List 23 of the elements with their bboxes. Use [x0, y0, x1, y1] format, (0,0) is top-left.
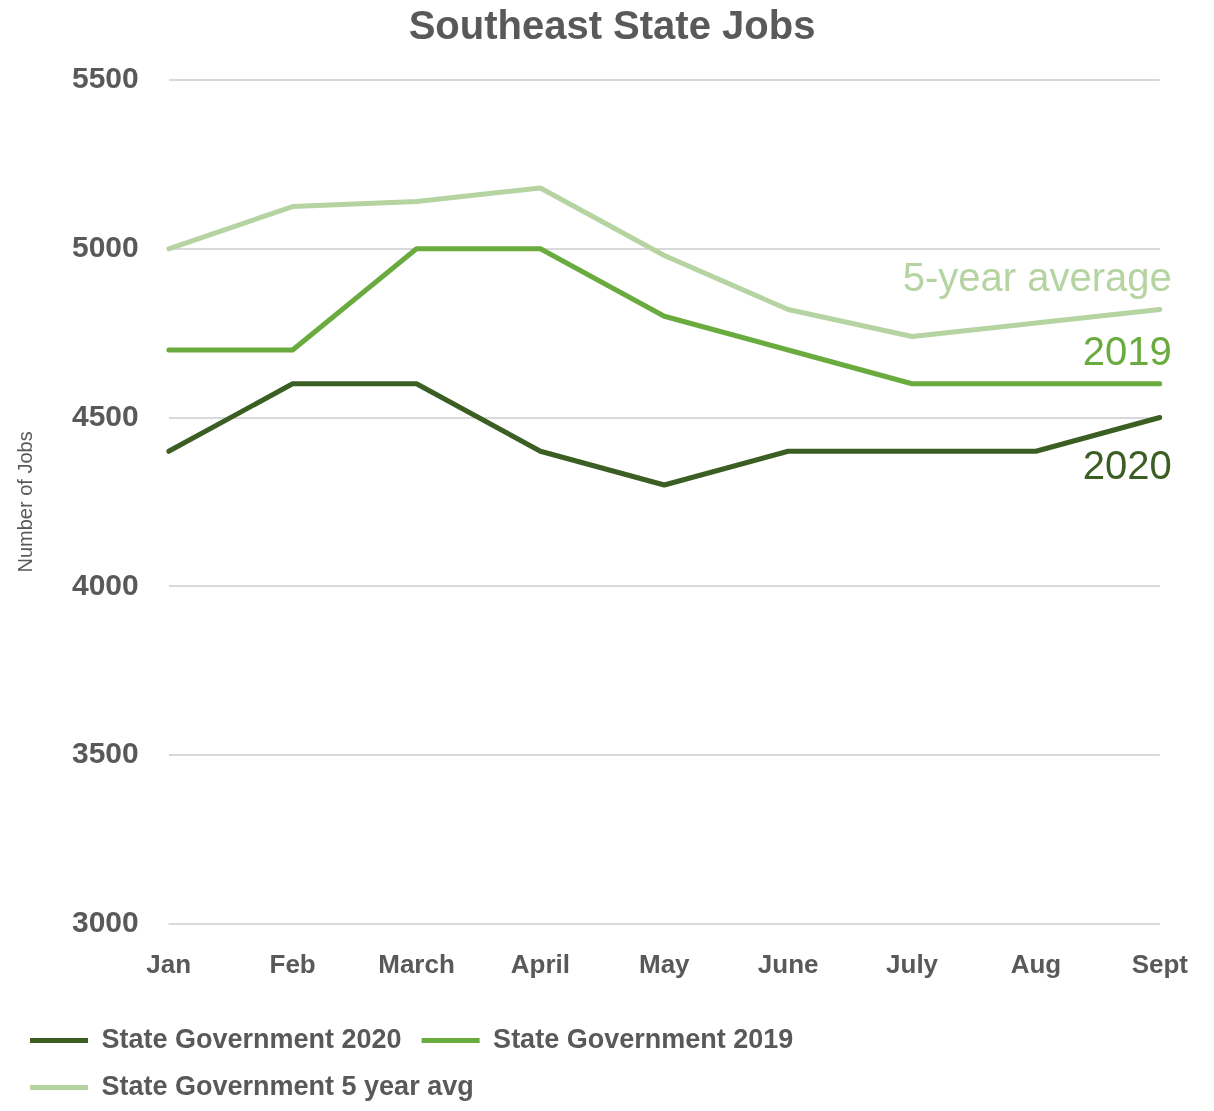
y-tick-label: 4500	[71, 398, 139, 432]
annotation: 2020	[1082, 442, 1172, 487]
x-tick-label: Feb	[269, 948, 316, 979]
annotation: 5-year average	[902, 254, 1172, 299]
chart-title: Southeast State Jobs	[408, 3, 816, 48]
y-tick-label: 5500	[71, 61, 139, 95]
x-tick-label: Jan	[146, 948, 192, 979]
x-tick-label: March	[378, 948, 455, 979]
x-tick-label: June	[757, 948, 819, 979]
y-tick-label: 3500	[71, 736, 139, 770]
y-tick-label: 3000	[71, 905, 139, 939]
x-tick-label: Aug	[1010, 948, 1062, 979]
legend-label: State Government 2020	[101, 1023, 402, 1054]
x-tick-label: May	[638, 948, 691, 979]
annotation: 2019	[1082, 328, 1172, 373]
legend-label: State Government 5 year avg	[101, 1070, 474, 1101]
y-tick-label: 4000	[71, 567, 139, 601]
x-tick-label: April	[510, 948, 571, 979]
x-tick-label: Sept	[1131, 948, 1189, 979]
x-tick-label: July	[886, 948, 939, 979]
legend-label: State Government 2019	[493, 1023, 794, 1054]
y-tick-label: 5000	[71, 230, 139, 264]
y-axis-title: Number of Jobs	[13, 431, 36, 573]
